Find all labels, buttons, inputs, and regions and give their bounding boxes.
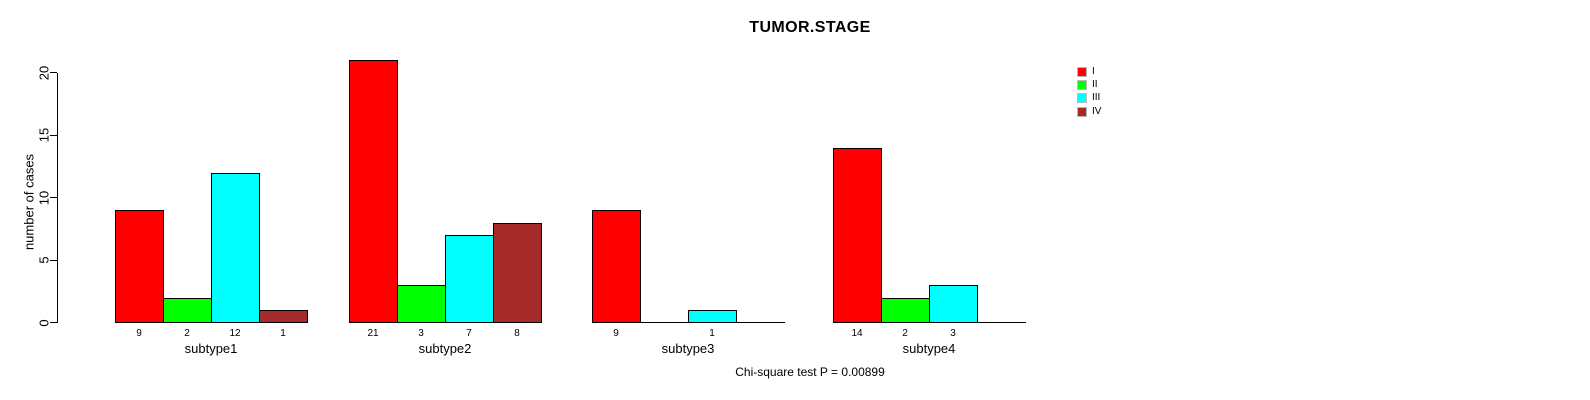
y-tick — [50, 322, 57, 323]
bar-value-label: 2 — [184, 328, 190, 339]
y-tick — [50, 134, 57, 136]
legend: I II III IV — [1077, 65, 1101, 119]
legend-swatch-II — [1077, 80, 1087, 91]
x-category-label: subtype3 — [661, 341, 715, 356]
legend-item-label: III — [1092, 92, 1101, 104]
bar-subtype4-II — [881, 297, 930, 323]
bar-value-label: 7 — [466, 328, 472, 339]
bar-subtype1-II — [163, 297, 212, 323]
x-category-label: subtype4 — [902, 341, 956, 356]
legend-item-label: II — [1092, 79, 1098, 91]
bar-value-label: 9 — [613, 328, 619, 339]
legend-row: IV — [1077, 105, 1101, 118]
bar-subtype2-I — [349, 60, 398, 323]
bar-value-label: 1 — [280, 328, 286, 339]
legend-swatch-III — [1077, 93, 1087, 104]
legend-swatch-IV — [1077, 106, 1087, 117]
legend-item-label: I — [1092, 65, 1095, 77]
legend-swatch-I — [1077, 66, 1087, 77]
bar-subtype1-III — [211, 172, 260, 323]
legend-row: II — [1077, 78, 1101, 91]
bar-value-label: 14 — [851, 328, 863, 339]
bar-subtype2-II — [397, 285, 446, 323]
bar-subtype2-IV — [493, 222, 542, 323]
y-tick — [50, 72, 57, 73]
x-category-label: subtype1 — [184, 341, 238, 356]
bar-subtype2-III — [445, 235, 494, 323]
y-tick — [50, 197, 57, 198]
x-axis-line-subtype2 — [349, 322, 542, 323]
bar-value-label: 8 — [514, 328, 520, 339]
y-axis-label: number of cases — [21, 153, 37, 251]
bar-subtype3-I — [592, 210, 641, 323]
y-tick-label: 0 — [36, 318, 52, 327]
y-axis-line — [57, 72, 58, 323]
legend-row: III — [1077, 92, 1101, 105]
y-tick-label: 15 — [36, 127, 52, 143]
x-axis-line-subtype3 — [592, 322, 785, 323]
bar-value-label: 2 — [902, 328, 908, 339]
bar-value-label: 9 — [136, 328, 142, 339]
bar-value-label: 3 — [418, 328, 424, 339]
y-tick — [50, 259, 57, 261]
bar-subtype1-IV — [259, 310, 308, 323]
x-category-label: subtype2 — [418, 341, 472, 356]
bar-value-label: 3 — [950, 328, 956, 339]
y-tick-label: 10 — [36, 190, 52, 205]
bar-subtype4-I — [833, 147, 882, 323]
bar-value-label: 1 — [709, 328, 715, 339]
bar-value-label: 21 — [367, 328, 379, 339]
legend-item-label: IV — [1092, 105, 1102, 117]
x-axis-line-subtype1 — [115, 322, 308, 323]
y-tick-label: 20 — [36, 65, 52, 80]
chart-title: TUMOR.STAGE — [749, 19, 871, 36]
legend-row: I — [1077, 65, 1101, 78]
bar-subtype1-I — [115, 210, 164, 323]
bar-subtype3-III — [688, 310, 737, 323]
bar-subtype4-III — [929, 285, 978, 323]
chi-square-annotation: Chi-square test P = 0.00899 — [735, 365, 885, 379]
x-axis-line-subtype4 — [833, 322, 1026, 323]
bar-value-label: 12 — [229, 328, 241, 339]
y-tick-label: 5 — [36, 256, 52, 264]
